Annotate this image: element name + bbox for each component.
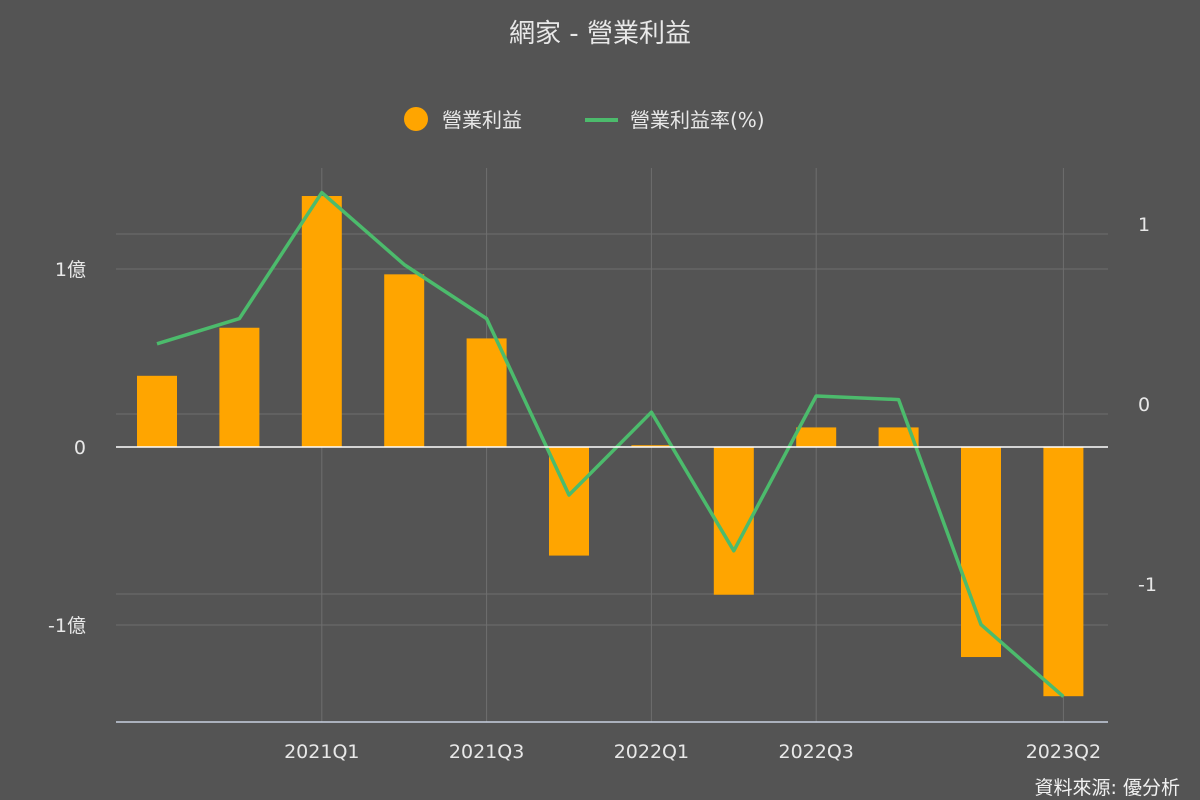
y-left-tick-label: -1億	[48, 615, 86, 637]
y-left-tick-label: 1億	[55, 259, 86, 281]
grid-lines	[116, 168, 1108, 722]
bar-2023Q2	[1043, 447, 1084, 697]
margin-line	[156, 190, 1065, 698]
y-right-tick-label: 1	[1138, 214, 1150, 236]
legend-line-label: 營業利益率(%)	[630, 108, 765, 132]
bar-2020Q4	[219, 327, 260, 447]
y-right-tick-label: -1	[1138, 574, 1157, 596]
y-left-tick-label: 0	[74, 437, 86, 459]
bar-2021Q2	[384, 274, 425, 447]
axes: 2021Q1 2021Q3 2022Q1 2022Q3 2023Q2 -1億 0 1億 -1 0 1	[48, 214, 1157, 763]
legend-bar-label: 營業利益	[442, 108, 522, 132]
x-tick-label: 2022Q3	[778, 741, 853, 763]
bar-series	[137, 196, 1084, 697]
x-tick-label: 2022Q1	[614, 741, 689, 763]
chart-title: 網家 - 營業利益	[509, 19, 691, 49]
bar-2021Q3	[466, 338, 507, 447]
legend-bar-swatch	[404, 107, 428, 131]
bar-2022Q4	[878, 427, 919, 447]
bar-2020Q3	[137, 375, 177, 447]
bar-2022Q3	[796, 427, 837, 447]
bar-2022Q2	[713, 447, 754, 595]
legend[interactable]: 營業利益 營業利益率(%)	[404, 107, 765, 132]
x-tick-label: 2021Q1	[284, 741, 359, 763]
bar-2022Q1	[631, 445, 672, 447]
x-tick-label: 2021Q3	[449, 741, 524, 763]
source-label: 資料來源: 優分析	[1035, 777, 1180, 799]
x-tick-label: 2023Q2	[1026, 741, 1101, 763]
line-series	[156, 190, 1065, 698]
bar-2021Q1	[301, 196, 342, 447]
y-right-tick-label: 0	[1138, 394, 1150, 416]
